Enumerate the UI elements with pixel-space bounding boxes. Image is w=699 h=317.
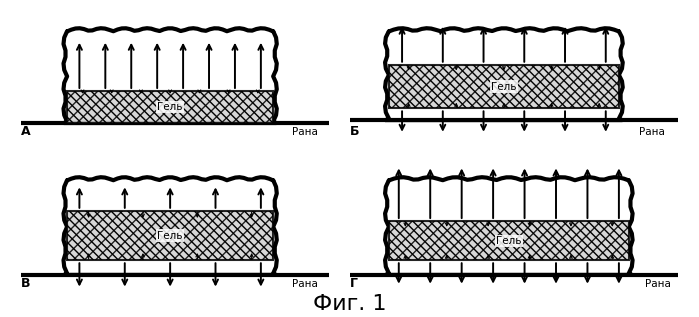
Text: В: В xyxy=(21,277,31,290)
Text: Гель: Гель xyxy=(157,230,183,241)
Bar xyxy=(389,65,619,108)
Bar xyxy=(389,221,628,260)
Text: Фиг. 1: Фиг. 1 xyxy=(312,294,387,314)
Text: Рана: Рана xyxy=(639,127,665,137)
Text: Рана: Рана xyxy=(645,279,671,289)
Bar xyxy=(67,91,273,123)
Bar xyxy=(67,211,273,260)
Text: Рана: Рана xyxy=(291,279,317,289)
Bar xyxy=(67,91,273,123)
Text: Г: Г xyxy=(350,277,357,290)
Text: А: А xyxy=(21,125,31,138)
Text: Гель: Гель xyxy=(491,81,517,92)
Bar xyxy=(389,65,619,108)
Text: Рана: Рана xyxy=(291,127,317,137)
Text: Гель: Гель xyxy=(157,102,183,112)
Text: Б: Б xyxy=(350,125,359,138)
Bar xyxy=(67,211,273,260)
Text: Гель: Гель xyxy=(496,236,521,246)
Bar xyxy=(389,221,628,260)
